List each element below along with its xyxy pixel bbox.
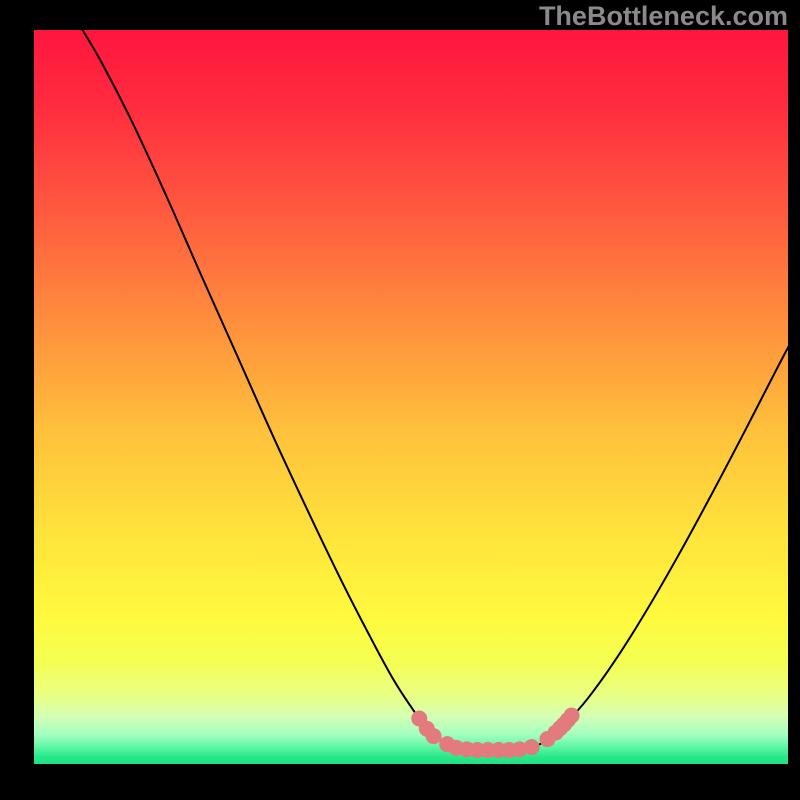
dot (524, 739, 540, 755)
source-watermark: TheBottleneck.com (539, 1, 788, 32)
dot (564, 708, 580, 724)
dot (426, 728, 442, 744)
bottleneck-chart (34, 30, 788, 764)
gradient-background (34, 30, 788, 764)
